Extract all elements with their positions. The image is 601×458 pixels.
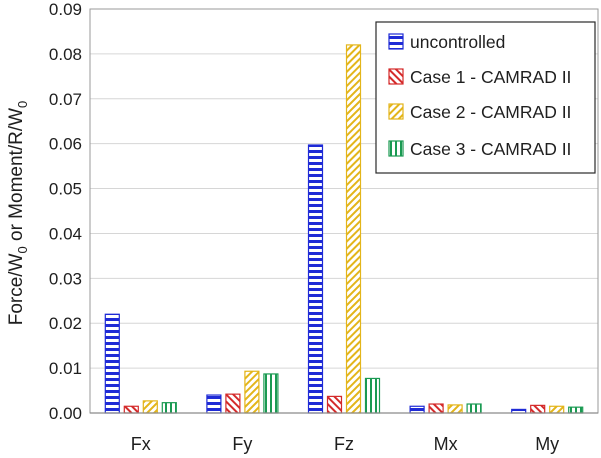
bar-fx-series-1 bbox=[123, 405, 139, 414]
legend-item-case-1: Case 1 - CAMRAD II bbox=[388, 67, 571, 87]
y-tick-label: 0.01 bbox=[49, 359, 82, 378]
legend-item-uncontrolled: uncontrolled bbox=[388, 32, 505, 52]
legend-box bbox=[375, 21, 596, 174]
bar-mx-series-1 bbox=[428, 403, 444, 414]
bar-fz-series-0 bbox=[307, 144, 324, 414]
x-tick-label-my: My bbox=[535, 434, 559, 454]
bar-fy-series-3 bbox=[263, 373, 279, 414]
x-axis-tick-labels: Fx Fy Fz Mx My bbox=[131, 434, 559, 454]
bar-mx-series-2 bbox=[447, 404, 463, 414]
bar-fz-series-3 bbox=[364, 377, 381, 414]
y-tick-label: 0.07 bbox=[49, 90, 82, 109]
gridlines bbox=[90, 53, 598, 369]
bar-fy-series-2 bbox=[244, 370, 260, 414]
legend-item-case-2: Case 2 - CAMRAD II bbox=[388, 102, 571, 122]
bar-my-series-1 bbox=[530, 404, 546, 414]
y-tick-label: 0.08 bbox=[49, 45, 82, 64]
x-tick-label-fx: Fx bbox=[131, 434, 151, 454]
x-tick-label-mx: Mx bbox=[434, 434, 458, 454]
y-axis-tick-labels: 0.00 0.01 0.02 0.03 0.04 0.05 0.06 0.07 0.08 0.09 bbox=[49, 0, 82, 423]
y-axis-label-part-2: or Moment/R/W bbox=[6, 108, 27, 246]
legend-label-uncontrolled: uncontrolled bbox=[410, 32, 505, 52]
bars bbox=[104, 44, 584, 414]
bar-fx-series-3 bbox=[161, 402, 177, 414]
y-tick-label: 0.06 bbox=[49, 135, 82, 154]
bar-fy-series-1 bbox=[225, 393, 241, 414]
legend-label-case-2: Case 2 - CAMRAD II bbox=[410, 102, 571, 122]
bar-my-series-3 bbox=[568, 406, 584, 414]
y-axis-label-subscript-1: 0 bbox=[15, 246, 30, 253]
legend-label-case-1: Case 1 - CAMRAD II bbox=[410, 67, 571, 87]
y-tick-label: 0.03 bbox=[49, 269, 82, 288]
legend-swatch-uncontrolled bbox=[388, 33, 404, 50]
y-tick-label: 0.09 bbox=[49, 0, 82, 19]
y-tick-label: 0.02 bbox=[49, 314, 82, 333]
x-tick-label-fy: Fy bbox=[232, 434, 252, 454]
y-tick-label: 0.00 bbox=[49, 404, 82, 423]
bar-my-series-2 bbox=[549, 405, 565, 414]
x-tick-label-fz: Fz bbox=[334, 434, 354, 454]
bar-fz-series-1 bbox=[326, 395, 343, 414]
bar-fz-series-2 bbox=[345, 44, 362, 414]
bar-fy-series-0 bbox=[206, 394, 222, 414]
legend: uncontrolled Case 1 - CAMRAD II Case 2 -… bbox=[375, 21, 596, 174]
bar-fx-series-0 bbox=[104, 313, 120, 414]
bar-mx-series-3 bbox=[466, 403, 482, 414]
legend-swatch-case-1 bbox=[388, 68, 404, 85]
y-tick-label: 0.04 bbox=[49, 224, 82, 243]
legend-item-case-3: Case 3 - CAMRAD II bbox=[388, 139, 571, 159]
bar-fx-series-2 bbox=[142, 400, 158, 414]
y-axis-label-part-1: Force/W bbox=[6, 253, 27, 325]
legend-swatch-case-2 bbox=[388, 103, 404, 120]
y-tick-label: 0.05 bbox=[49, 180, 82, 199]
legend-label-case-3: Case 3 - CAMRAD II bbox=[410, 139, 571, 159]
legend-swatch-case-3 bbox=[388, 140, 404, 157]
y-axis-label: Force/W0 or Moment/R/W0 bbox=[6, 101, 30, 326]
y-axis-label-subscript-2: 0 bbox=[15, 101, 30, 108]
bar-mx-series-0 bbox=[409, 405, 425, 414]
